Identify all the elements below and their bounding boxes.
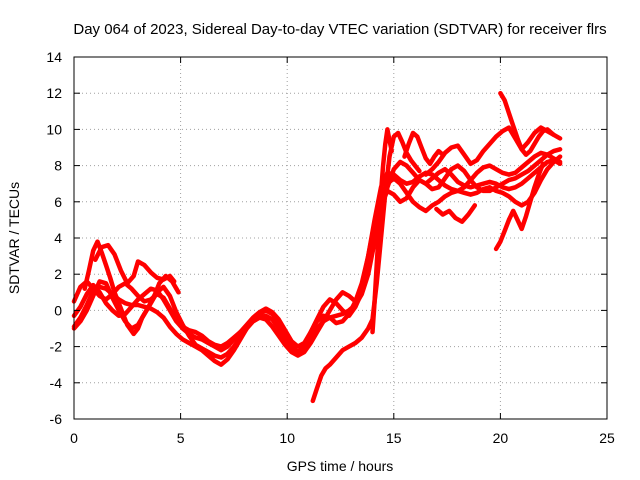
- y-tick-label: -4: [50, 375, 63, 391]
- chart-title: Day 064 of 2023, Sidereal Day-to-day VTE…: [73, 21, 606, 38]
- y-tick-label: 12: [46, 85, 62, 101]
- series-10-trace: [434, 203, 478, 224]
- plot-frame: [73, 56, 608, 420]
- y-tick-label: 10: [46, 121, 62, 137]
- x-tick-label: 10: [279, 430, 295, 446]
- series-11-trace: [493, 161, 546, 252]
- grid: [74, 57, 607, 419]
- y-tick-label: 14: [46, 49, 62, 65]
- y-tick-label: 0: [54, 302, 62, 318]
- series-9-trace: [423, 125, 563, 177]
- x-tick-label: 15: [386, 430, 402, 446]
- series-3-trace: [71, 147, 563, 353]
- y-tick-label: -2: [50, 339, 63, 355]
- series-6-trace: [93, 242, 177, 286]
- series-layer: [71, 90, 563, 404]
- x-tick-labels: 0 5 10 15 20 25: [70, 430, 615, 446]
- x-axis-label: GPS time / hours: [287, 458, 394, 474]
- y-tick-label: 8: [54, 158, 62, 174]
- x-tick-label: 5: [177, 430, 185, 446]
- series-13-trace: [402, 130, 446, 167]
- y-tick-label: 6: [54, 194, 62, 210]
- series-5-trace: [82, 239, 181, 337]
- x-tick-label: 0: [70, 430, 78, 446]
- tick-marks: [73, 56, 608, 420]
- series-12-trace: [498, 90, 556, 157]
- y-tick-label: -6: [50, 411, 63, 427]
- y-tick-label: 2: [54, 266, 62, 282]
- y-tick-label: 4: [54, 230, 62, 246]
- y-tick-labels: -6 -4 -2 0 2 4 6 8 10 12 14: [46, 49, 62, 427]
- y-axis-label: SDTVAR / TECUs: [6, 182, 22, 294]
- series-8-trace: [370, 127, 394, 335]
- x-tick-label: 25: [599, 430, 615, 446]
- x-tick-label: 20: [493, 430, 509, 446]
